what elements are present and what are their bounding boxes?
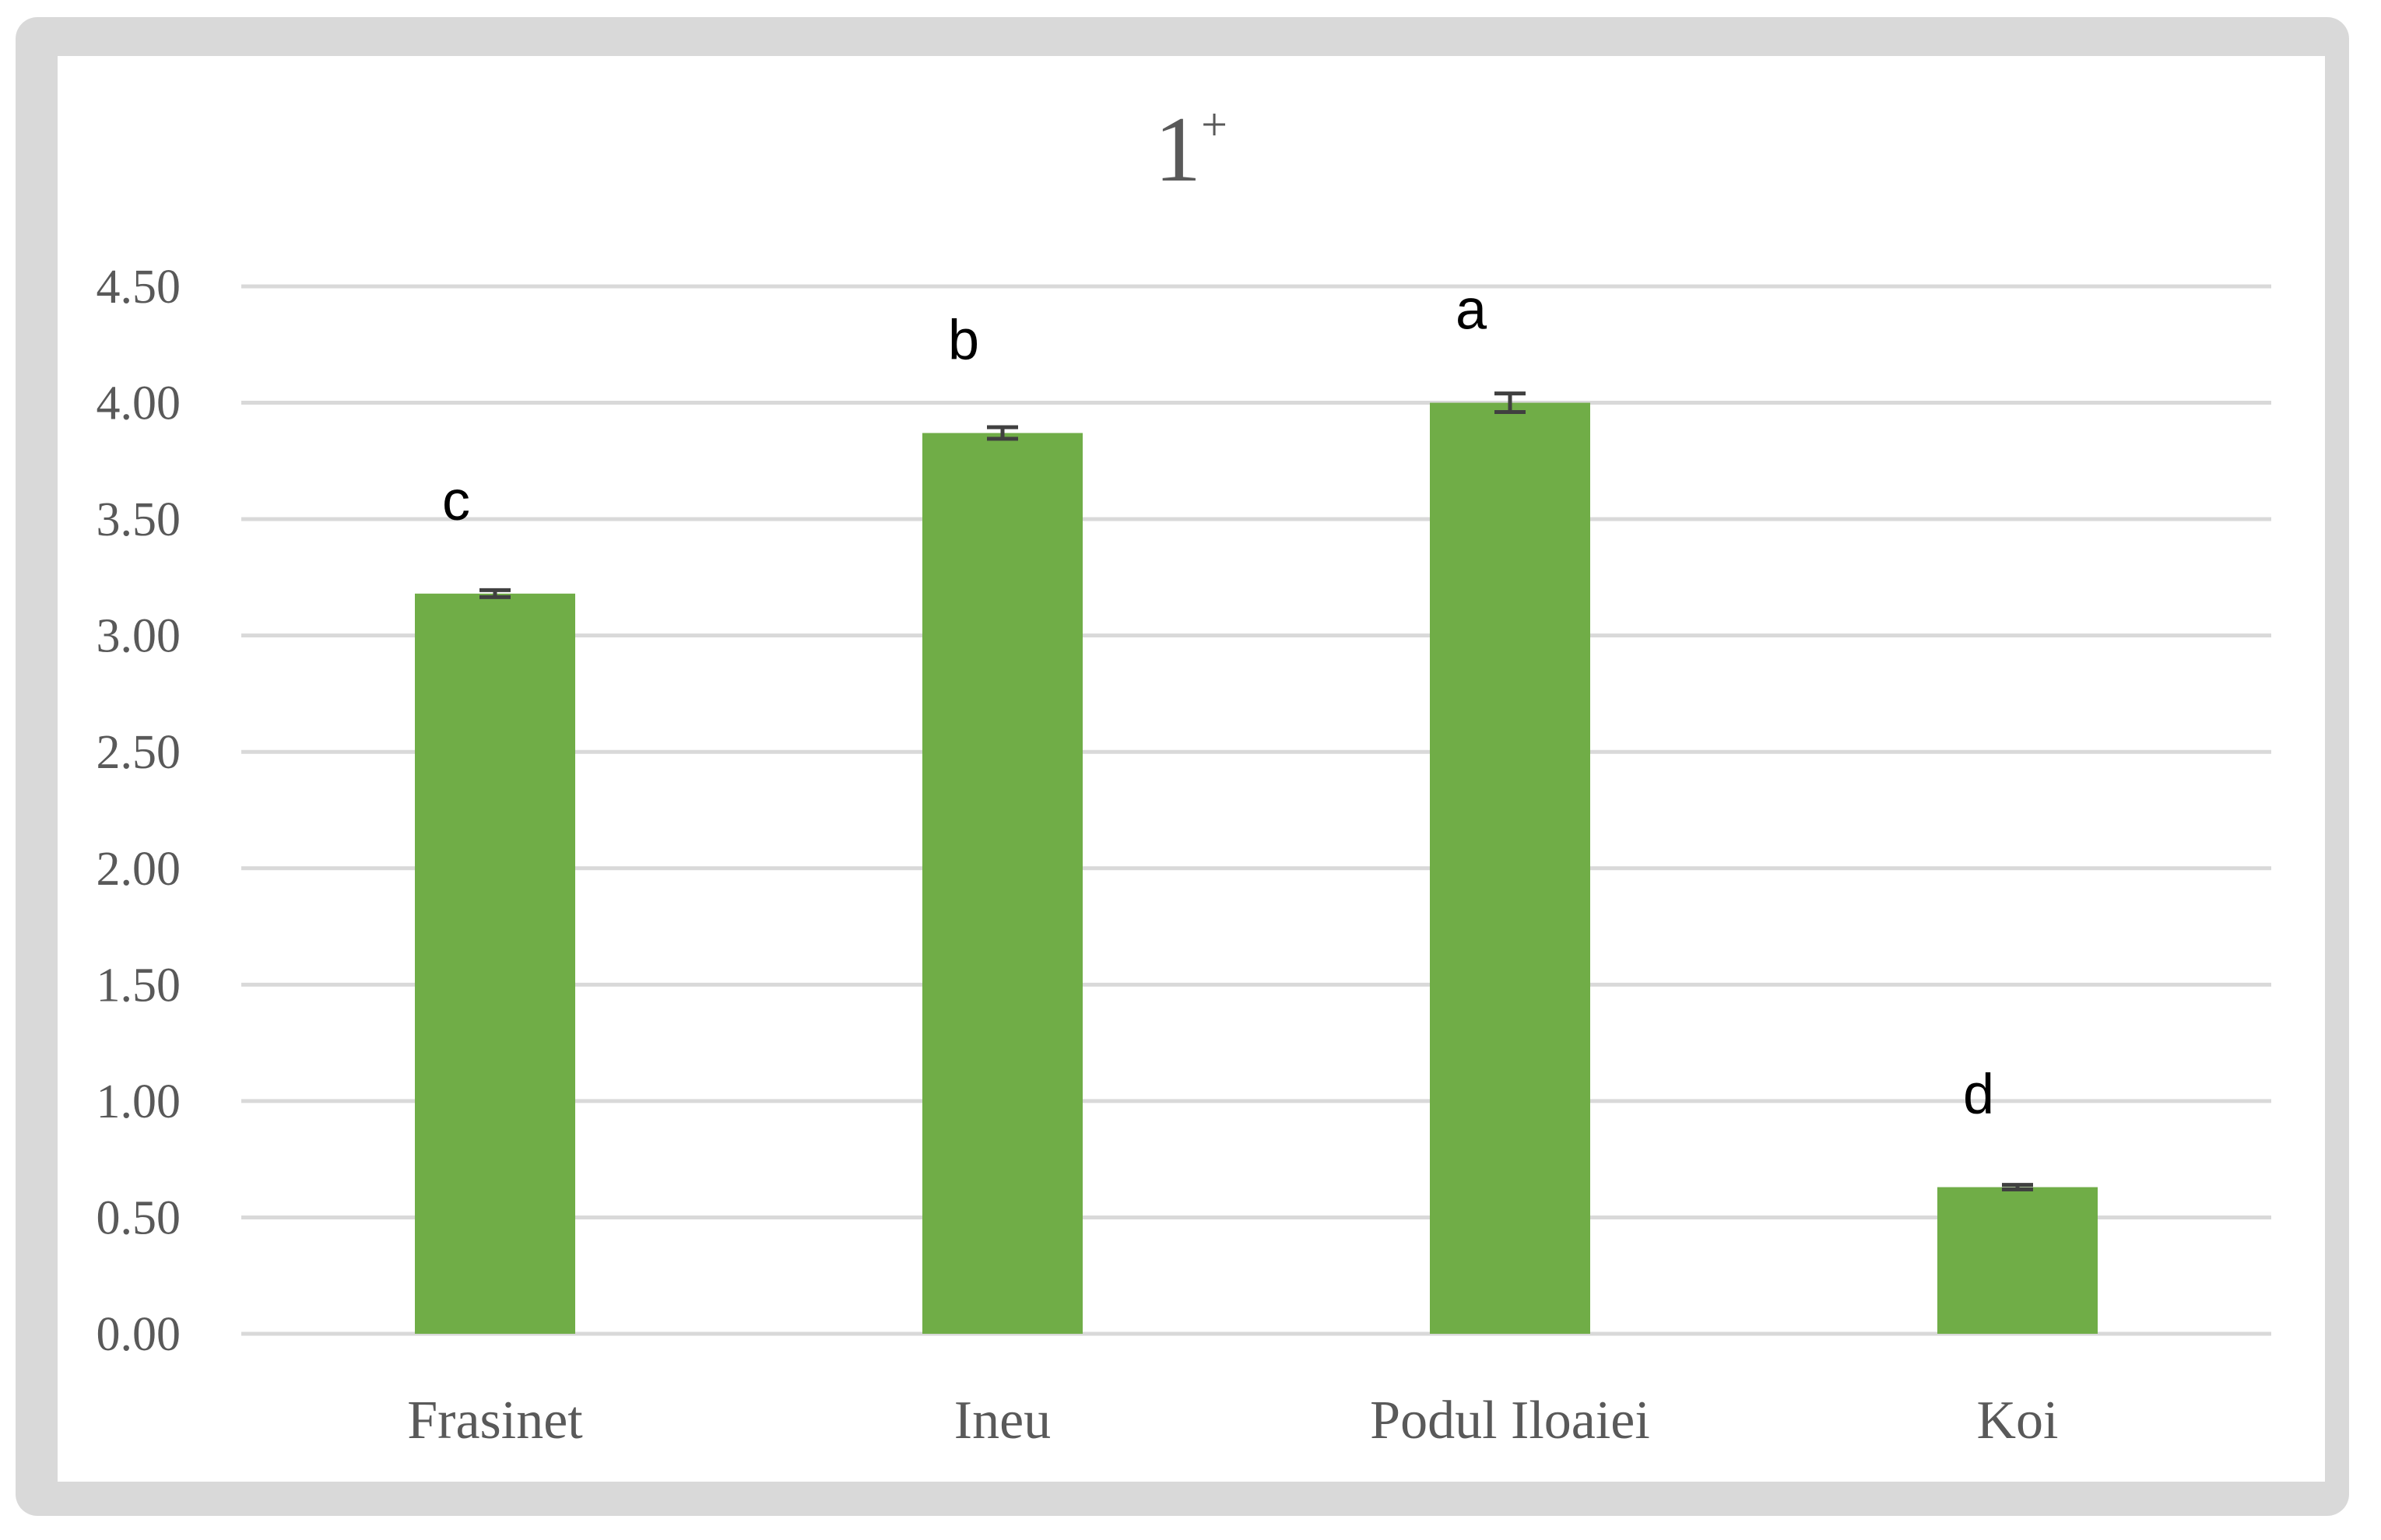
bar (415, 593, 575, 1334)
significance-label: b (948, 309, 979, 371)
y-tick-label: 3.50 (97, 493, 181, 546)
x-category-label: Frasinet (407, 1391, 583, 1451)
significance-label: c (442, 470, 470, 532)
y-tick-label: 0.50 (97, 1191, 181, 1244)
error-bars (479, 391, 2033, 1192)
y-tick-label: 4.00 (97, 377, 181, 430)
significance-labels: c b a d (442, 279, 1994, 1126)
y-tick-label: 2.00 (97, 843, 181, 896)
bar (1430, 402, 1590, 1334)
x-category-label: Koi (1977, 1391, 2059, 1451)
x-axis-categories: Frasinet Ineu Podul Iloaiei Koi (407, 1391, 2058, 1451)
bar (1937, 1187, 2098, 1334)
chart-title-superscript: + (1201, 99, 1227, 150)
y-tick-label: 1.50 (97, 959, 181, 1012)
gridlines (241, 284, 2271, 1336)
significance-label: a (1456, 279, 1487, 342)
y-tick-label: 1.00 (97, 1075, 181, 1128)
chart-title: 1+ (1154, 97, 1227, 201)
chart-title-main: 1 (1154, 97, 1201, 201)
x-category-label: Ineu (954, 1391, 1051, 1451)
y-tick-label: 4.50 (97, 261, 181, 314)
x-category-label: Podul Iloaiei (1370, 1391, 1650, 1451)
y-axis-ticks: 0.00 0.50 1.00 1.50 2.00 2.50 3.00 3.50 4.00 4.50 (97, 261, 181, 1361)
y-tick-label: 0.00 (97, 1308, 181, 1361)
bars (415, 402, 2098, 1335)
significance-label: d (1963, 1064, 1994, 1126)
y-tick-label: 2.50 (97, 726, 181, 779)
bar (922, 433, 1083, 1335)
y-tick-label: 3.00 (97, 610, 181, 663)
